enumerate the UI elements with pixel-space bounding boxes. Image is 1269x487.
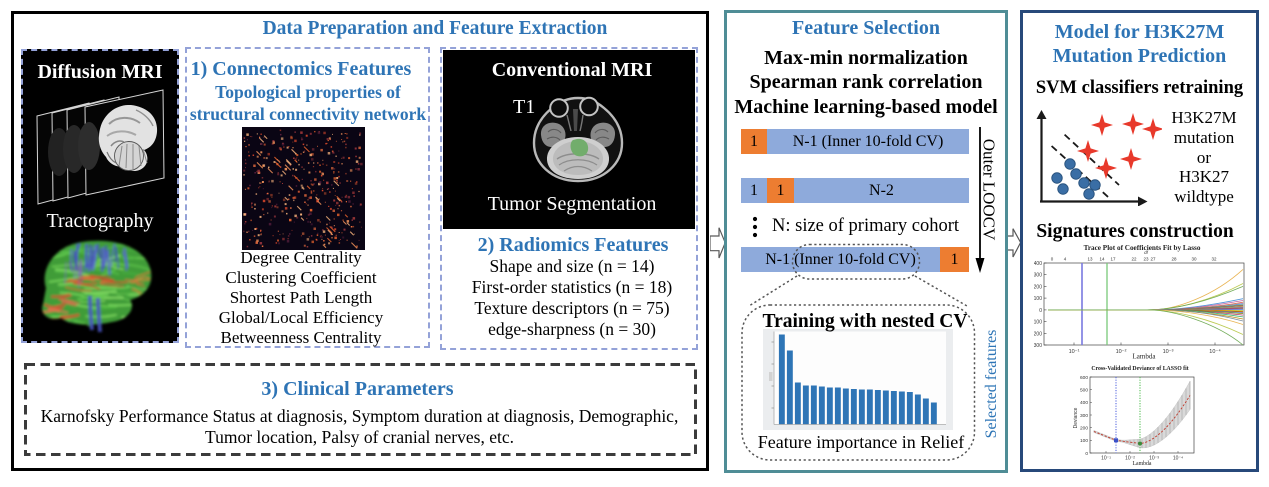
svg-text:10⁻³: 10⁻³ (1149, 456, 1159, 462)
svg-text:Deviance: Deviance (1073, 407, 1079, 428)
svg-text:0: 0 (1051, 257, 1054, 262)
svg-text:0: 0 (1085, 451, 1088, 457)
svg-text:22: 22 (1131, 257, 1137, 262)
svg-text:Lambda: Lambda (1133, 461, 1152, 466)
svg-text:500: 500 (1080, 388, 1088, 394)
svg-text:300: 300 (1034, 273, 1042, 279)
svg-text:0: 0 (1039, 308, 1042, 314)
svg-text:400: 400 (1080, 400, 1088, 406)
svg-text:200: 200 (1034, 284, 1042, 290)
svg-text:4: 4 (1064, 257, 1067, 262)
svg-text:Lambda: Lambda (1133, 353, 1157, 361)
svg-text:-200: -200 (1034, 331, 1042, 337)
svg-text:10⁻¹: 10⁻¹ (1101, 456, 1111, 462)
svg-text:28: 28 (1171, 257, 1177, 262)
svg-text:10⁻¹: 10⁻¹ (1069, 349, 1080, 355)
svg-text:Cross-Validated Deviance of LA: Cross-Validated Deviance of LASSO fit (1091, 366, 1188, 372)
svg-text:df: df (1144, 250, 1149, 255)
svg-text:10⁻⁴: 10⁻⁴ (1209, 348, 1221, 355)
svg-text:14: 14 (1099, 257, 1105, 262)
svg-text:23: 23 (1143, 257, 1149, 262)
svg-text:400: 400 (1034, 261, 1042, 267)
svg-text:32: 32 (1211, 257, 1217, 262)
svg-text:30: 30 (1191, 257, 1197, 262)
svg-text:100: 100 (1080, 438, 1088, 444)
svg-text:17: 17 (1110, 257, 1116, 262)
svg-text:13: 13 (1087, 257, 1093, 262)
svg-text:-300: -300 (1034, 343, 1042, 349)
svg-text:-100: -100 (1034, 320, 1042, 326)
svg-text:Trace Plot of Coefficients Fit: Trace Plot of Coefficients Fit by Lasso (1084, 244, 1201, 252)
svg-text:27: 27 (1150, 257, 1156, 262)
svg-text:300: 300 (1080, 413, 1088, 419)
svg-text:10⁻³: 10⁻³ (1163, 349, 1174, 355)
svg-text:200: 200 (1080, 426, 1088, 432)
svg-text:10⁻⁴: 10⁻⁴ (1173, 456, 1183, 462)
svg-text:600: 600 (1080, 375, 1088, 381)
svg-text:10⁻²: 10⁻² (1116, 349, 1127, 355)
svg-text:10⁻²: 10⁻² (1125, 456, 1135, 462)
svg-text:100: 100 (1034, 296, 1042, 302)
